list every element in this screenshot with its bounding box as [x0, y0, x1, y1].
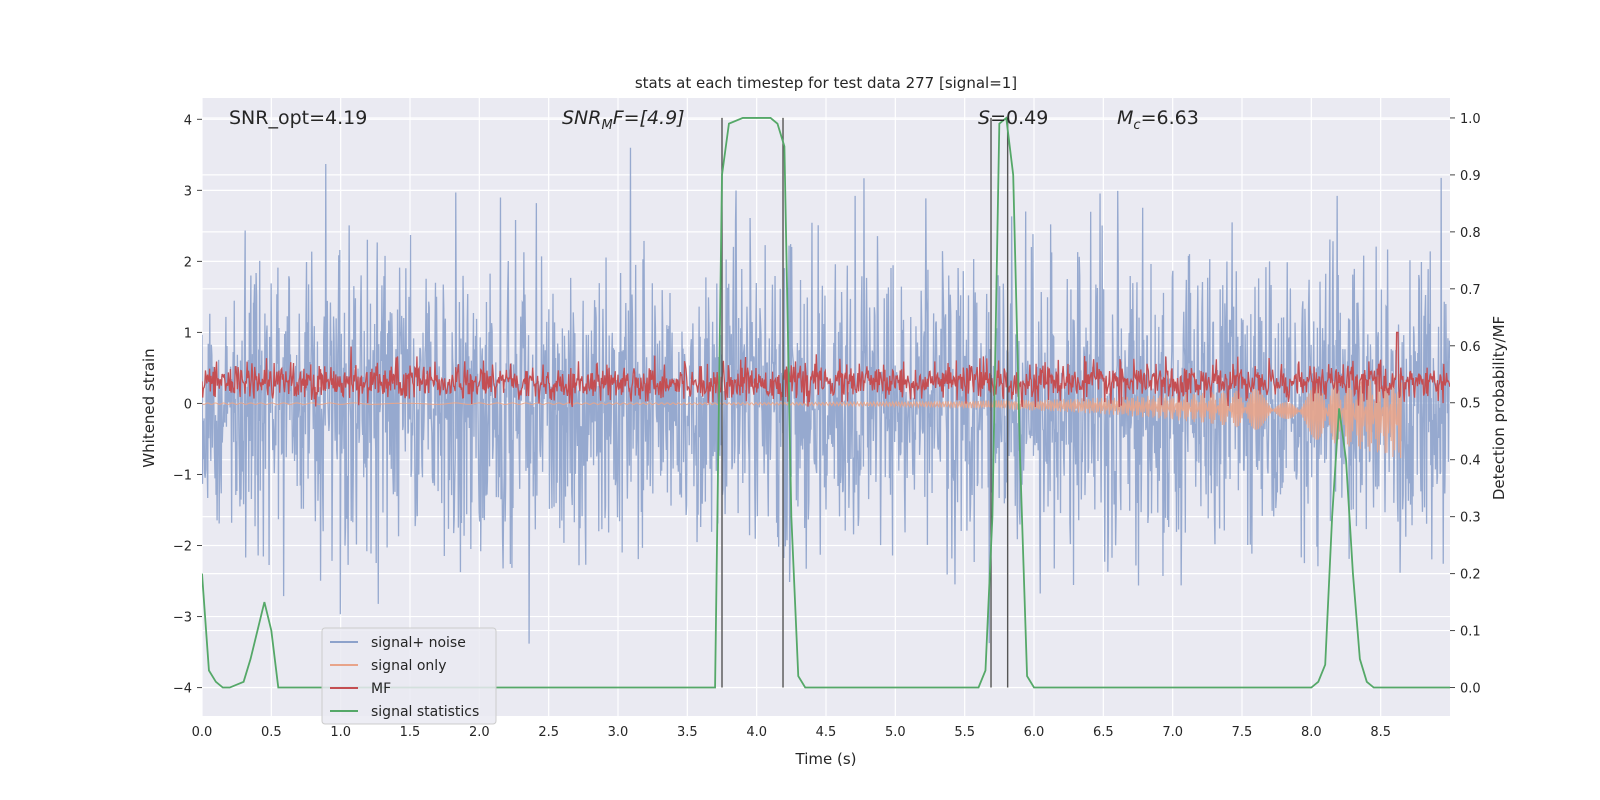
legend: signal+ noise signal only MF signal statist… — [321, 627, 497, 725]
y-right-tick-label: 0.7 — [1460, 283, 1481, 298]
x-tick-label: 8.5 — [1370, 725, 1391, 740]
y-left-tick-label: −1 — [173, 468, 192, 483]
annotation-mc-sub: c — [1133, 118, 1140, 133]
y-right-tick-labels: 1.0 0.9 0.8 0.7 0.6 0.5 0.4 0.3 0.2 0.1 0.0 — [1450, 112, 1481, 697]
annotation-mc-main: M — [1117, 107, 1133, 129]
annotation-s: S=0.49 — [978, 107, 1048, 129]
legend-label: MF — [371, 681, 391, 697]
y-left-tick-label: −2 — [173, 540, 192, 555]
y-right-tick-label: 0.9 — [1460, 169, 1481, 184]
x-tick-label: 5.0 — [885, 725, 906, 740]
x-tick-label: 1.0 — [330, 725, 351, 740]
grid — [201, 98, 1450, 716]
x-tick-label: 3.0 — [608, 725, 629, 740]
y-left-tick-label: 2 — [184, 255, 192, 270]
x-tick-label: 7.5 — [1232, 725, 1253, 740]
y-left-tick-labels: 4 3 2 1 0 −1 −2 −3 −4 — [173, 113, 202, 697]
y-left-tick-label: 0 — [184, 397, 192, 412]
x-tick-label: 2.0 — [469, 725, 490, 740]
x-tick-label: 6.5 — [1093, 725, 1114, 740]
annotation-snr-mf-sub: M — [601, 118, 612, 133]
chart-title: stats at each timestep for test data 277… — [635, 74, 1017, 92]
x-tick-label: 8.0 — [1301, 725, 1322, 740]
legend-box — [321, 627, 497, 725]
annotation-snr-mf-main: SNR — [562, 107, 601, 129]
annotation-s-main: S — [978, 107, 990, 129]
y-left-tick-label: 4 — [184, 113, 192, 128]
y-right-tick-label: 0.2 — [1460, 568, 1481, 583]
y-right-tick-label: 1.0 — [1460, 112, 1481, 127]
y-right-tick-label: 0.8 — [1460, 226, 1481, 241]
y-right-tick-label: 0.4 — [1460, 454, 1481, 469]
y-right-tick-label: 0.6 — [1460, 340, 1481, 355]
y-left-tick-label: 1 — [184, 326, 192, 341]
x-tick-label: 4.0 — [746, 725, 767, 740]
mf-line — [202, 331, 1450, 408]
y-left-tick-label: 3 — [184, 184, 192, 199]
x-tick-label: 5.5 — [954, 725, 975, 740]
annotation-snr-mf: SNRMF=[4.9] — [562, 107, 685, 133]
annotation-snr-mf-rest: F=[4.9] — [613, 107, 685, 129]
annotation-snr-opt: SNR_opt=4.19 — [229, 107, 367, 129]
legend-label: signal+ noise — [371, 635, 466, 651]
x-axis-label: Time (s) — [795, 750, 857, 768]
signal-statistics-line — [202, 116, 1450, 689]
y-left-axis-label: Whitened strain — [140, 348, 158, 467]
x-tick-label: 4.5 — [816, 725, 837, 740]
y-left-tick-label: −3 — [173, 611, 192, 626]
y-right-tick-label: 0.3 — [1460, 511, 1481, 526]
y-right-tick-label: 0.0 — [1460, 682, 1481, 697]
legend-label: signal only — [371, 658, 446, 674]
x-tick-label: 3.5 — [677, 725, 698, 740]
annotation-mc-rest: =6.63 — [1141, 107, 1199, 129]
annotation-mc: Mc=6.63 — [1117, 107, 1199, 133]
series-layer — [202, 116, 1450, 689]
signal-only-line — [202, 373, 1403, 459]
y-right-tick-label: 0.5 — [1460, 397, 1481, 412]
annotation-s-rest: =0.49 — [990, 107, 1048, 129]
x-tick-labels: 0.0 0.5 1.0 1.5 2.0 2.5 3.0 3.5 4.0 4.5 5.0 5.5 6.0 6… — [192, 725, 1391, 740]
x-tick-label: 1.5 — [400, 725, 421, 740]
y-left-tick-label: −4 — [173, 682, 192, 697]
x-tick-label: 0.5 — [261, 725, 282, 740]
x-tick-label: 7.0 — [1162, 725, 1183, 740]
legend-label: signal statistics — [371, 704, 479, 720]
y-right-tick-label: 0.1 — [1460, 625, 1481, 640]
y-right-axis-label: Detection probability/MF — [1490, 316, 1508, 500]
x-tick-label: 0.0 — [192, 725, 213, 740]
x-tick-label: 6.0 — [1024, 725, 1045, 740]
x-tick-label: 2.5 — [538, 725, 559, 740]
